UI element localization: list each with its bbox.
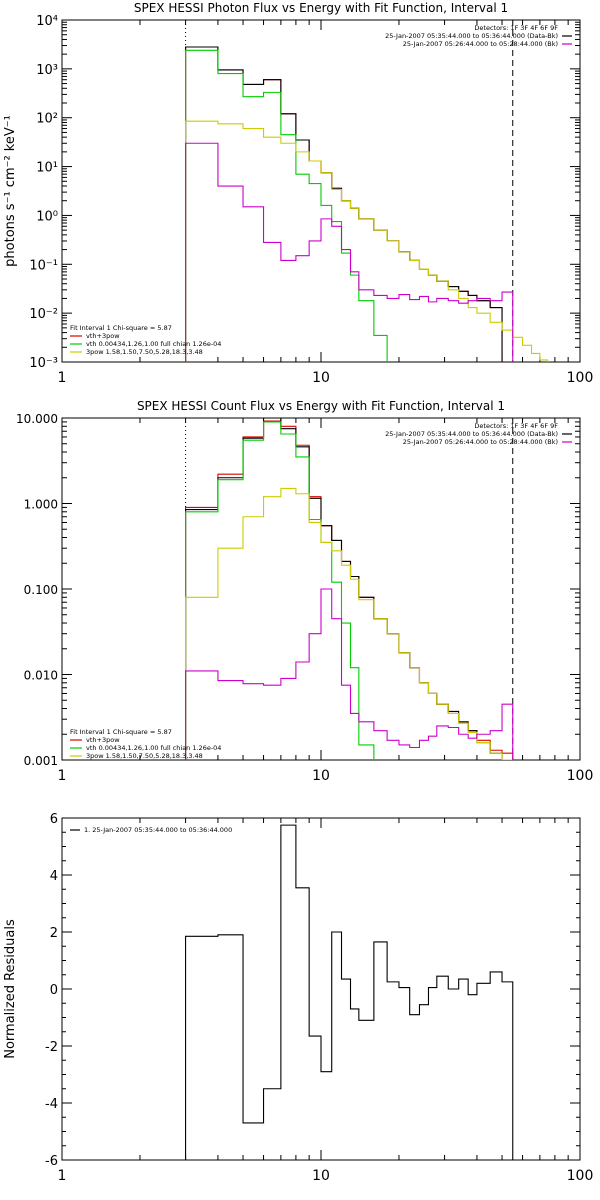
series-line — [185, 46, 503, 362]
series-line — [185, 49, 400, 362]
y-tick-label: 0 — [50, 983, 58, 998]
x-tick-label: 1 — [58, 768, 67, 784]
legend-bottom-text: vth 0.00434,1.26,1.00 full chian 1.26e-0… — [86, 744, 221, 752]
series-line — [185, 120, 563, 362]
y-tick-label: 10⁴ — [36, 14, 58, 29]
y-tick-label: 10.000 — [16, 412, 58, 426]
legend-bottom-text: vth+3pow — [86, 332, 120, 340]
photon-flux-panel: SPEX HESSI Photon Flux vs Energy with Fi… — [3, 1, 593, 386]
y-tick-label: 2 — [50, 926, 58, 941]
series-line — [185, 46, 503, 362]
y-tick-label: 10⁰ — [36, 209, 58, 224]
y-axis-label: photons s⁻¹ cm⁻² keV⁻¹ — [3, 115, 18, 267]
legend-bottom-text: 3pow 1.58,1.50,7.50,5.28,18.3,3.48 — [86, 348, 203, 356]
y-tick-label: 0.001 — [24, 754, 58, 768]
legend-bottom-header: Fit Interval 1 Chi-square = 5.87 — [70, 324, 172, 332]
y-tick-label: 10⁻³ — [29, 356, 58, 371]
plot-frame — [61, 817, 581, 1161]
chart-title: SPEX HESSI Photon Flux vs Energy with Fi… — [134, 1, 508, 15]
y-tick-label: 1.000 — [24, 498, 58, 512]
legend-top-text: 25-Jan-2007 05:26:44.000 to 05:28:44.000… — [403, 40, 558, 48]
legend-top-text: 25-Jan-2007 05:26:44.000 to 05:28:44.000… — [403, 438, 558, 446]
chart-title: SPEX HESSI Count Flux vs Energy with Fit… — [137, 399, 505, 413]
x-tick-label: 10 — [312, 1168, 330, 1184]
x-tick-label: 1 — [58, 370, 67, 386]
legend-top-text: 25-Jan-2007 05:35:44.000 to 05:36:44.000… — [385, 430, 558, 438]
legend-top-text: 25-Jan-2007 05:35:44.000 to 05:36:44.000… — [385, 32, 558, 40]
legend-top-text: Detectors: 1F 3F 4F 6F 9F — [474, 24, 558, 32]
series-line — [185, 487, 513, 760]
series-line — [185, 824, 514, 1160]
y-tick-label: 10² — [36, 112, 58, 127]
legend-bottom-text: vth 0.00434,1.26,1.00 full chian 1.26e-0… — [86, 340, 221, 348]
y-tick-label: 10¹ — [36, 161, 58, 176]
y-tick-label: 6 — [50, 812, 58, 827]
legend-bottom-text: vth+3pow — [86, 736, 120, 744]
legend-top-text: Detectors: 1F 3F 4F 6F 9F — [474, 422, 558, 430]
count-flux-panel: SPEX HESSI Count Flux vs Energy with Fit… — [16, 399, 594, 784]
series-line — [185, 420, 514, 760]
x-tick-label: 100 — [567, 1168, 594, 1184]
x-tick-label: 100 — [567, 370, 594, 386]
series-line — [185, 588, 514, 760]
legend-bottom-header: Fit Interval 1 Chi-square = 5.87 — [70, 728, 172, 736]
x-tick-label: 100 — [567, 768, 594, 784]
y-tick-label: -6 — [45, 1154, 58, 1169]
x-tick-label: 10 — [312, 768, 330, 784]
x-tick-label: 10 — [312, 370, 330, 386]
y-tick-label: 0.100 — [24, 583, 58, 597]
residuals-panel: Normalized Residuals 1 10 100 -6 -4 -2 0 2 4 6 1. 2… — [3, 812, 593, 1184]
y-tick-label: 4 — [50, 869, 58, 884]
legend-top-text: 1. 25-Jan-2007 05:35:44.000 to 05:36:44.… — [84, 826, 232, 834]
x-tick-label: 1 — [58, 1168, 67, 1184]
y-tick-label: 10⁻² — [29, 307, 58, 322]
y-axis-label: Normalized Residuals — [3, 919, 18, 1059]
legend-bottom-text: 3pow 1.58,1.50,7.50,5.28,18.3,3.48 — [86, 752, 203, 760]
y-tick-label: 10⁻¹ — [29, 258, 58, 273]
y-tick-label: 0.010 — [24, 669, 58, 683]
y-tick-label: -4 — [45, 1097, 58, 1112]
series-line — [185, 418, 513, 760]
series-line — [185, 421, 388, 760]
y-tick-label: -2 — [45, 1040, 58, 1055]
y-tick-label: 10³ — [36, 63, 58, 78]
series-line — [185, 142, 514, 362]
